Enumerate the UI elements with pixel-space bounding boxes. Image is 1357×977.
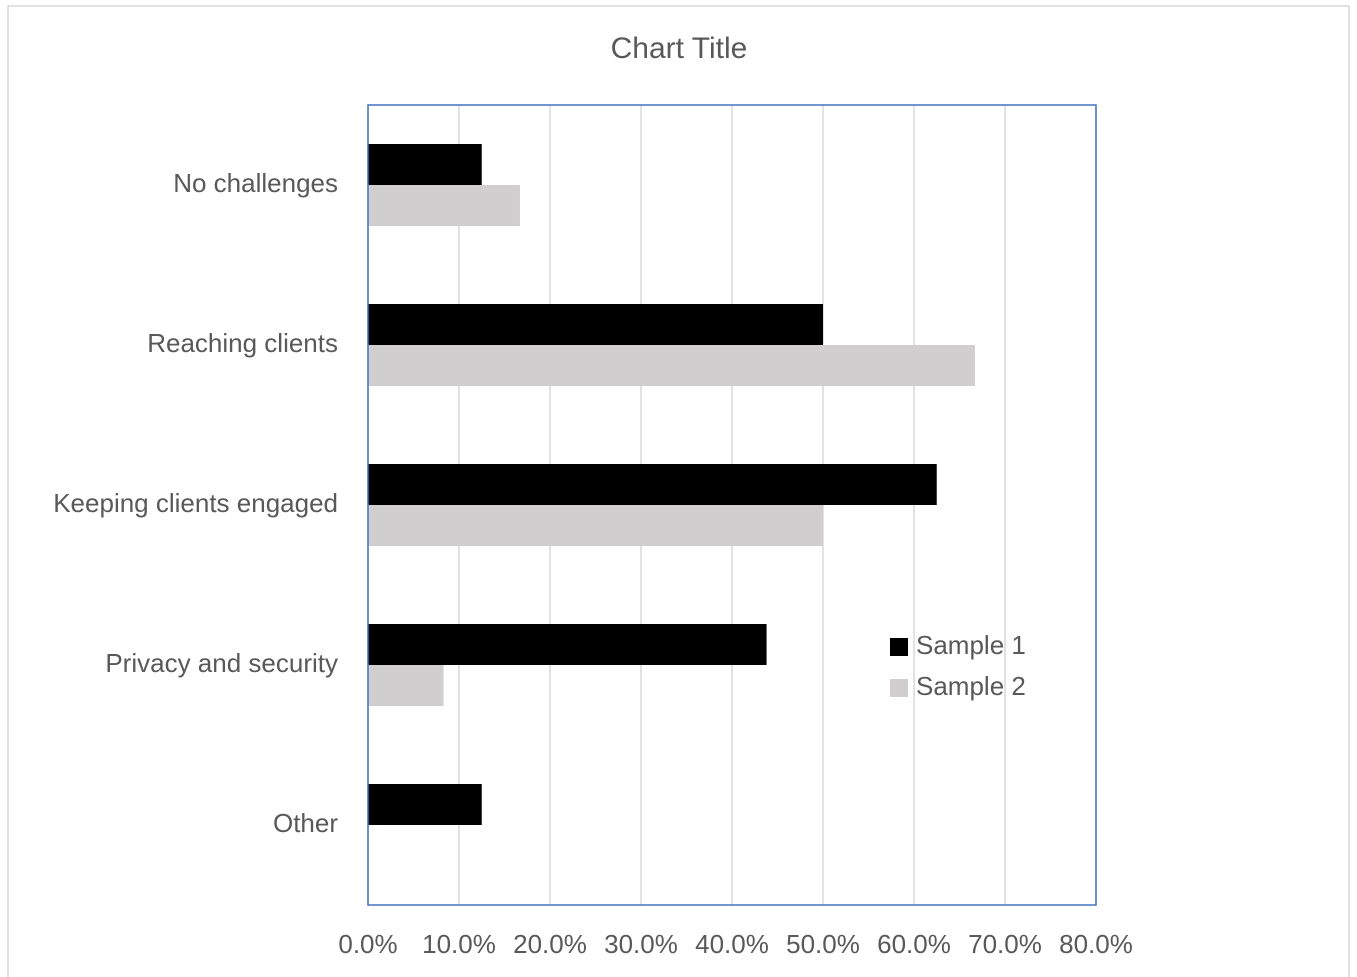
bar	[368, 784, 482, 825]
bar	[368, 464, 937, 505]
bar	[368, 144, 482, 185]
bar	[368, 185, 520, 226]
legend-swatch	[890, 638, 908, 656]
x-tick-label: 10.0%	[422, 929, 496, 959]
y-tick-label: Other	[273, 808, 338, 838]
y-tick-label: Keeping clients engaged	[53, 488, 338, 518]
x-tick-label: 80.0%	[1059, 929, 1133, 959]
bar	[368, 505, 823, 546]
x-tick-label: 40.0%	[695, 929, 769, 959]
y-tick-label: Reaching clients	[147, 328, 338, 358]
bar	[368, 665, 444, 706]
x-tick-label: 70.0%	[968, 929, 1042, 959]
x-tick-label: 60.0%	[877, 929, 951, 959]
y-tick-label: No challenges	[173, 168, 338, 198]
x-tick-label: 30.0%	[604, 929, 678, 959]
x-tick-label: 20.0%	[513, 929, 587, 959]
x-tick-label: 50.0%	[786, 929, 860, 959]
x-tick-label: 0.0%	[338, 929, 397, 959]
plot-border	[367, 104, 1097, 906]
legend-label: Sample 1	[916, 630, 1026, 660]
legend-swatch	[890, 679, 908, 697]
bar	[368, 624, 767, 665]
legend-label: Sample 2	[916, 671, 1026, 701]
bar	[368, 345, 975, 386]
chart-title: Chart Title	[611, 32, 748, 65]
bar	[368, 304, 823, 345]
y-tick-label: Privacy and security	[105, 648, 338, 678]
